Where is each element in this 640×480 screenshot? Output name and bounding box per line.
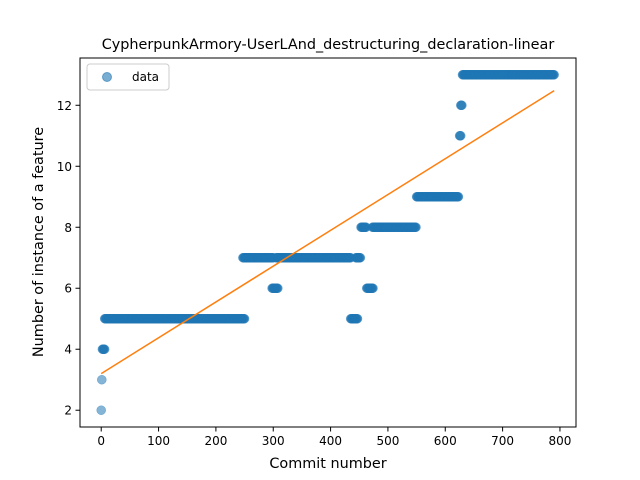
data-point: [411, 222, 421, 232]
legend-box: [86, 63, 170, 91]
x-tick-label: 300: [262, 434, 285, 448]
fit-line: [100, 89, 555, 375]
x-tick-label: 400: [319, 434, 342, 448]
data-point: [97, 374, 107, 385]
data-point: [239, 313, 250, 324]
fit-line-layer: [100, 89, 555, 375]
y-axis-ticks: 2 4 6 8 10 12: [57, 99, 80, 418]
x-axis-ticks: 0 100 200 300 400 500 600 700 800: [97, 427, 571, 448]
y-tick-label: 4: [64, 343, 72, 357]
data-point: [99, 344, 110, 354]
y-axis-label: Number of instance of a feature: [31, 127, 47, 357]
data-point: [273, 283, 283, 293]
x-tick-label: 600: [434, 434, 457, 448]
data-point: [455, 131, 466, 141]
legend-label: data: [132, 70, 159, 84]
y-tick-label: 8: [64, 221, 72, 235]
data-point: [457, 100, 467, 111]
y-tick-label: 6: [64, 282, 72, 296]
x-tick-label: 100: [147, 434, 170, 448]
data-points: [96, 70, 559, 415]
legend-marker-icon: [102, 72, 112, 82]
plot-area: 0 100 200 300 400 500 600 700 800 2 4 6 8 10 12: [57, 57, 577, 448]
data-point: [368, 283, 378, 293]
legend: data: [86, 63, 170, 91]
data-point: [96, 405, 106, 415]
chart-title: CypherpunkArmory-UserLAnd_destructuring_…: [102, 37, 555, 53]
x-axis-label: Commit number: [269, 456, 386, 472]
x-tick-label: 200: [204, 434, 227, 448]
data-point: [453, 192, 464, 202]
y-tick-label: 2: [64, 404, 72, 418]
x-tick-label: 700: [491, 434, 514, 448]
y-tick-label: 10: [57, 160, 72, 174]
x-tick-label: 800: [548, 434, 571, 448]
data-point: [549, 70, 559, 80]
x-tick-label: 0: [97, 434, 105, 448]
data-point: [352, 313, 363, 324]
x-tick-label: 500: [376, 434, 399, 448]
data-point: [355, 253, 366, 263]
axes-frame: [79, 57, 577, 428]
y-tick-label: 12: [57, 99, 72, 113]
